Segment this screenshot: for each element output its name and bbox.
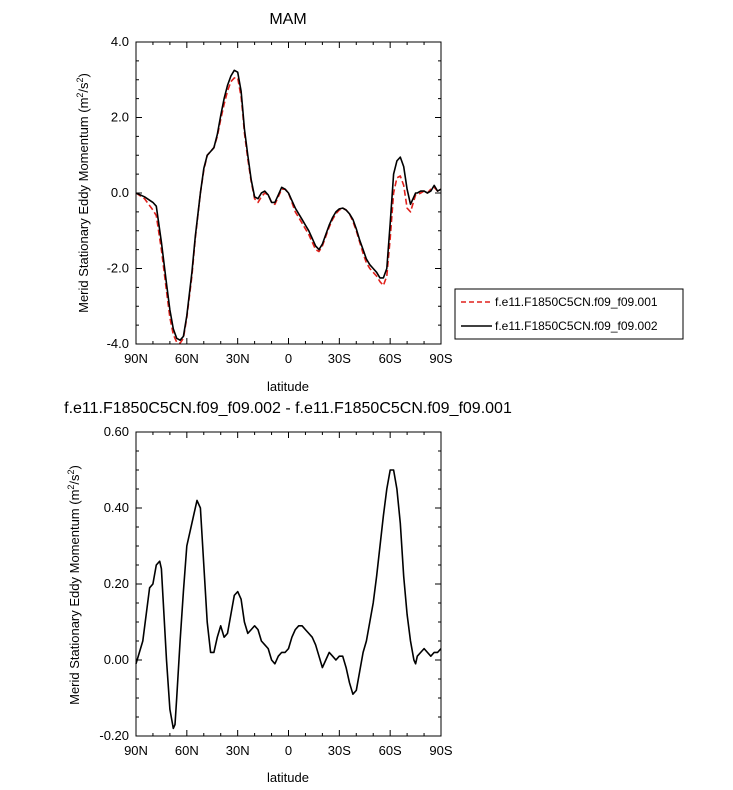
y-tick-label: 2.0 [111, 110, 129, 125]
y-tick-label: 0.0 [111, 185, 129, 200]
top-chart-title: MAM [269, 11, 306, 28]
bottom-plot-area: 90N 60N 30N 0 30S 60S 90S 0.60 0.40 0.20 0.00 -0.20 [99, 424, 453, 758]
x-tick-label: 90N [124, 743, 148, 758]
bottom-x-axis-label: latitude [267, 770, 309, 785]
legend-label-series-1: f.e11.F1850C5CN.f09_f09.001 [495, 295, 658, 309]
x-tick-label: 60S [379, 743, 402, 758]
bottom-y-axis-label: Merid Stationary Eddy Momentum (m2/s2) [66, 465, 82, 705]
x-tick-label: 30S [328, 351, 351, 366]
top-y-axis-label: Merid Stationary Eddy Momentum (m2/s2) [75, 73, 91, 313]
x-tick-label: 90S [429, 743, 452, 758]
y-tick-label: -0.20 [99, 728, 129, 743]
x-tick-label: 90N [124, 351, 148, 366]
y-tick-label: 0.20 [104, 576, 129, 591]
x-tick-label: 0 [285, 743, 292, 758]
y-tick-label: 4.0 [111, 34, 129, 49]
y-tick-label: -2.0 [107, 261, 129, 276]
bottom-chart: f.e11.F1850C5CN.f09_f09.002 - f.e11.F185… [64, 400, 512, 785]
y-tick-label: 0.60 [104, 424, 129, 439]
top-x-axis-label: latitude [267, 379, 309, 394]
top-plot-area: 90N 60N 30N 0 30S 60S 90S 4.0 2.0 0.0 -2.0 -4.0 [107, 34, 453, 366]
x-tick-label: 30S [328, 743, 351, 758]
top-chart: MAM 90N 60N 30N 0 30S 60S 90S 4.0 2.0 0.0 -2.0 -4.0… [75, 11, 453, 394]
legend-label-series-2: f.e11.F1850C5CN.f09_f09.002 [495, 319, 658, 333]
y-tick-label: -4.0 [107, 336, 129, 351]
top-plot-frame [135, 41, 442, 345]
series-line-1 [135, 77, 442, 345]
bottom-chart-title: f.e11.F1850C5CN.f09_f09.002 - f.e11.F185… [64, 400, 512, 417]
bottom-plot-frame [135, 431, 442, 737]
x-tick-label: 0 [285, 351, 292, 366]
y-tick-label: 0.40 [104, 500, 129, 515]
x-tick-label: 60N [175, 743, 199, 758]
series-line-2 [135, 69, 442, 342]
x-tick-label: 60S [379, 351, 402, 366]
x-tick-label: 30N [226, 743, 250, 758]
x-tick-label: 90S [429, 351, 452, 366]
legend-box [454, 288, 684, 340]
legend: f.e11.F1850C5CN.f09_f09.001 f.e11.F1850C… [454, 288, 684, 340]
series-line-1 [135, 469, 442, 730]
x-tick-label: 60N [175, 351, 199, 366]
y-tick-label: 0.00 [104, 652, 129, 667]
x-tick-label: 30N [226, 351, 250, 366]
